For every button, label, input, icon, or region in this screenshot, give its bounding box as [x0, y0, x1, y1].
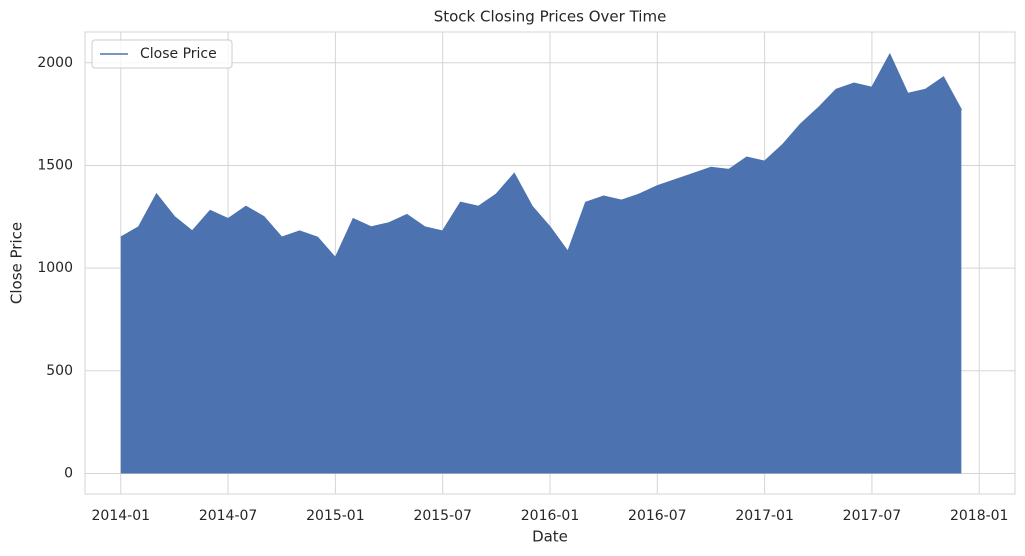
x-tick-label: 2015-01	[306, 508, 365, 524]
x-tick-label: 2016-01	[521, 508, 580, 524]
legend-label: Close Price	[140, 46, 217, 62]
y-tick-label: 0	[64, 465, 73, 481]
x-tick-label: 2017-07	[843, 508, 902, 524]
line-area	[120, 54, 962, 474]
chart-title: Stock Closing Prices Over Time	[434, 8, 667, 26]
y-tick-label: 1000	[37, 260, 73, 276]
x-tick-label: 2016-07	[628, 508, 687, 524]
x-tick-label: 2015-07	[413, 508, 472, 524]
x-tick-label: 2014-07	[199, 508, 258, 524]
x-tick-label: 2017-01	[735, 508, 794, 524]
legend: Close Price	[91, 39, 233, 69]
x-axis-label: Date	[532, 528, 568, 546]
y-tick-label: 2000	[37, 55, 73, 71]
y-axis-label: Close Price	[8, 222, 26, 304]
plot-frame	[84, 31, 1016, 495]
y-tick-label: 1500	[37, 157, 73, 173]
y-tick-label: 500	[46, 363, 73, 379]
x-tick-label: 2018-01	[950, 508, 1009, 524]
legend-box	[91, 39, 233, 69]
line	[120, 52, 963, 260]
x-tick-label: 2014-01	[92, 508, 151, 524]
